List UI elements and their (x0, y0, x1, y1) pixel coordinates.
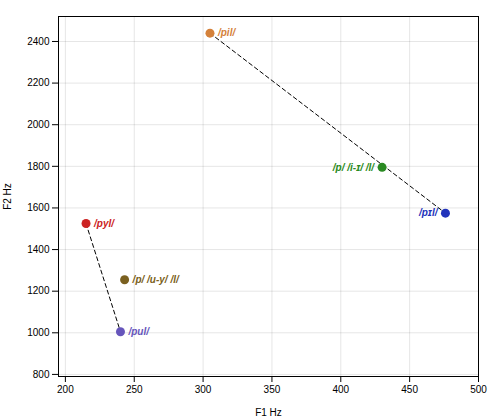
svg-text:/pyl/: /pyl/ (93, 218, 115, 229)
svg-text:F2 Hz: F2 Hz (2, 183, 13, 210)
svg-text:1400: 1400 (27, 244, 50, 255)
svg-text:1200: 1200 (27, 285, 50, 296)
svg-text:1600: 1600 (27, 202, 50, 213)
svg-text:450: 450 (401, 384, 418, 395)
svg-text:/p/ /u-y/ /l/: /p/ /u-y/ /l/ (132, 274, 180, 285)
svg-text:500: 500 (470, 384, 487, 395)
svg-text:2400: 2400 (27, 36, 50, 47)
svg-text:350: 350 (264, 384, 281, 395)
svg-text:2200: 2200 (27, 77, 50, 88)
svg-text:250: 250 (126, 384, 143, 395)
svg-text:1800: 1800 (27, 161, 50, 172)
svg-text:F1 Hz: F1 Hz (255, 407, 282, 418)
svg-text:/pul/: /pul/ (127, 326, 150, 337)
svg-text:200: 200 (57, 384, 74, 395)
svg-text:2000: 2000 (27, 119, 50, 130)
svg-text:/pɪl/: /pɪl/ (418, 207, 439, 218)
svg-text:1000: 1000 (27, 327, 50, 338)
svg-text:/pil/: /pil/ (217, 27, 236, 38)
svg-text:/p/ /i-ɪ/ /l/: /p/ /i-ɪ/ /l/ (332, 162, 375, 173)
svg-text:400: 400 (332, 384, 349, 395)
svg-text:800: 800 (33, 369, 50, 380)
svg-text:300: 300 (195, 384, 212, 395)
